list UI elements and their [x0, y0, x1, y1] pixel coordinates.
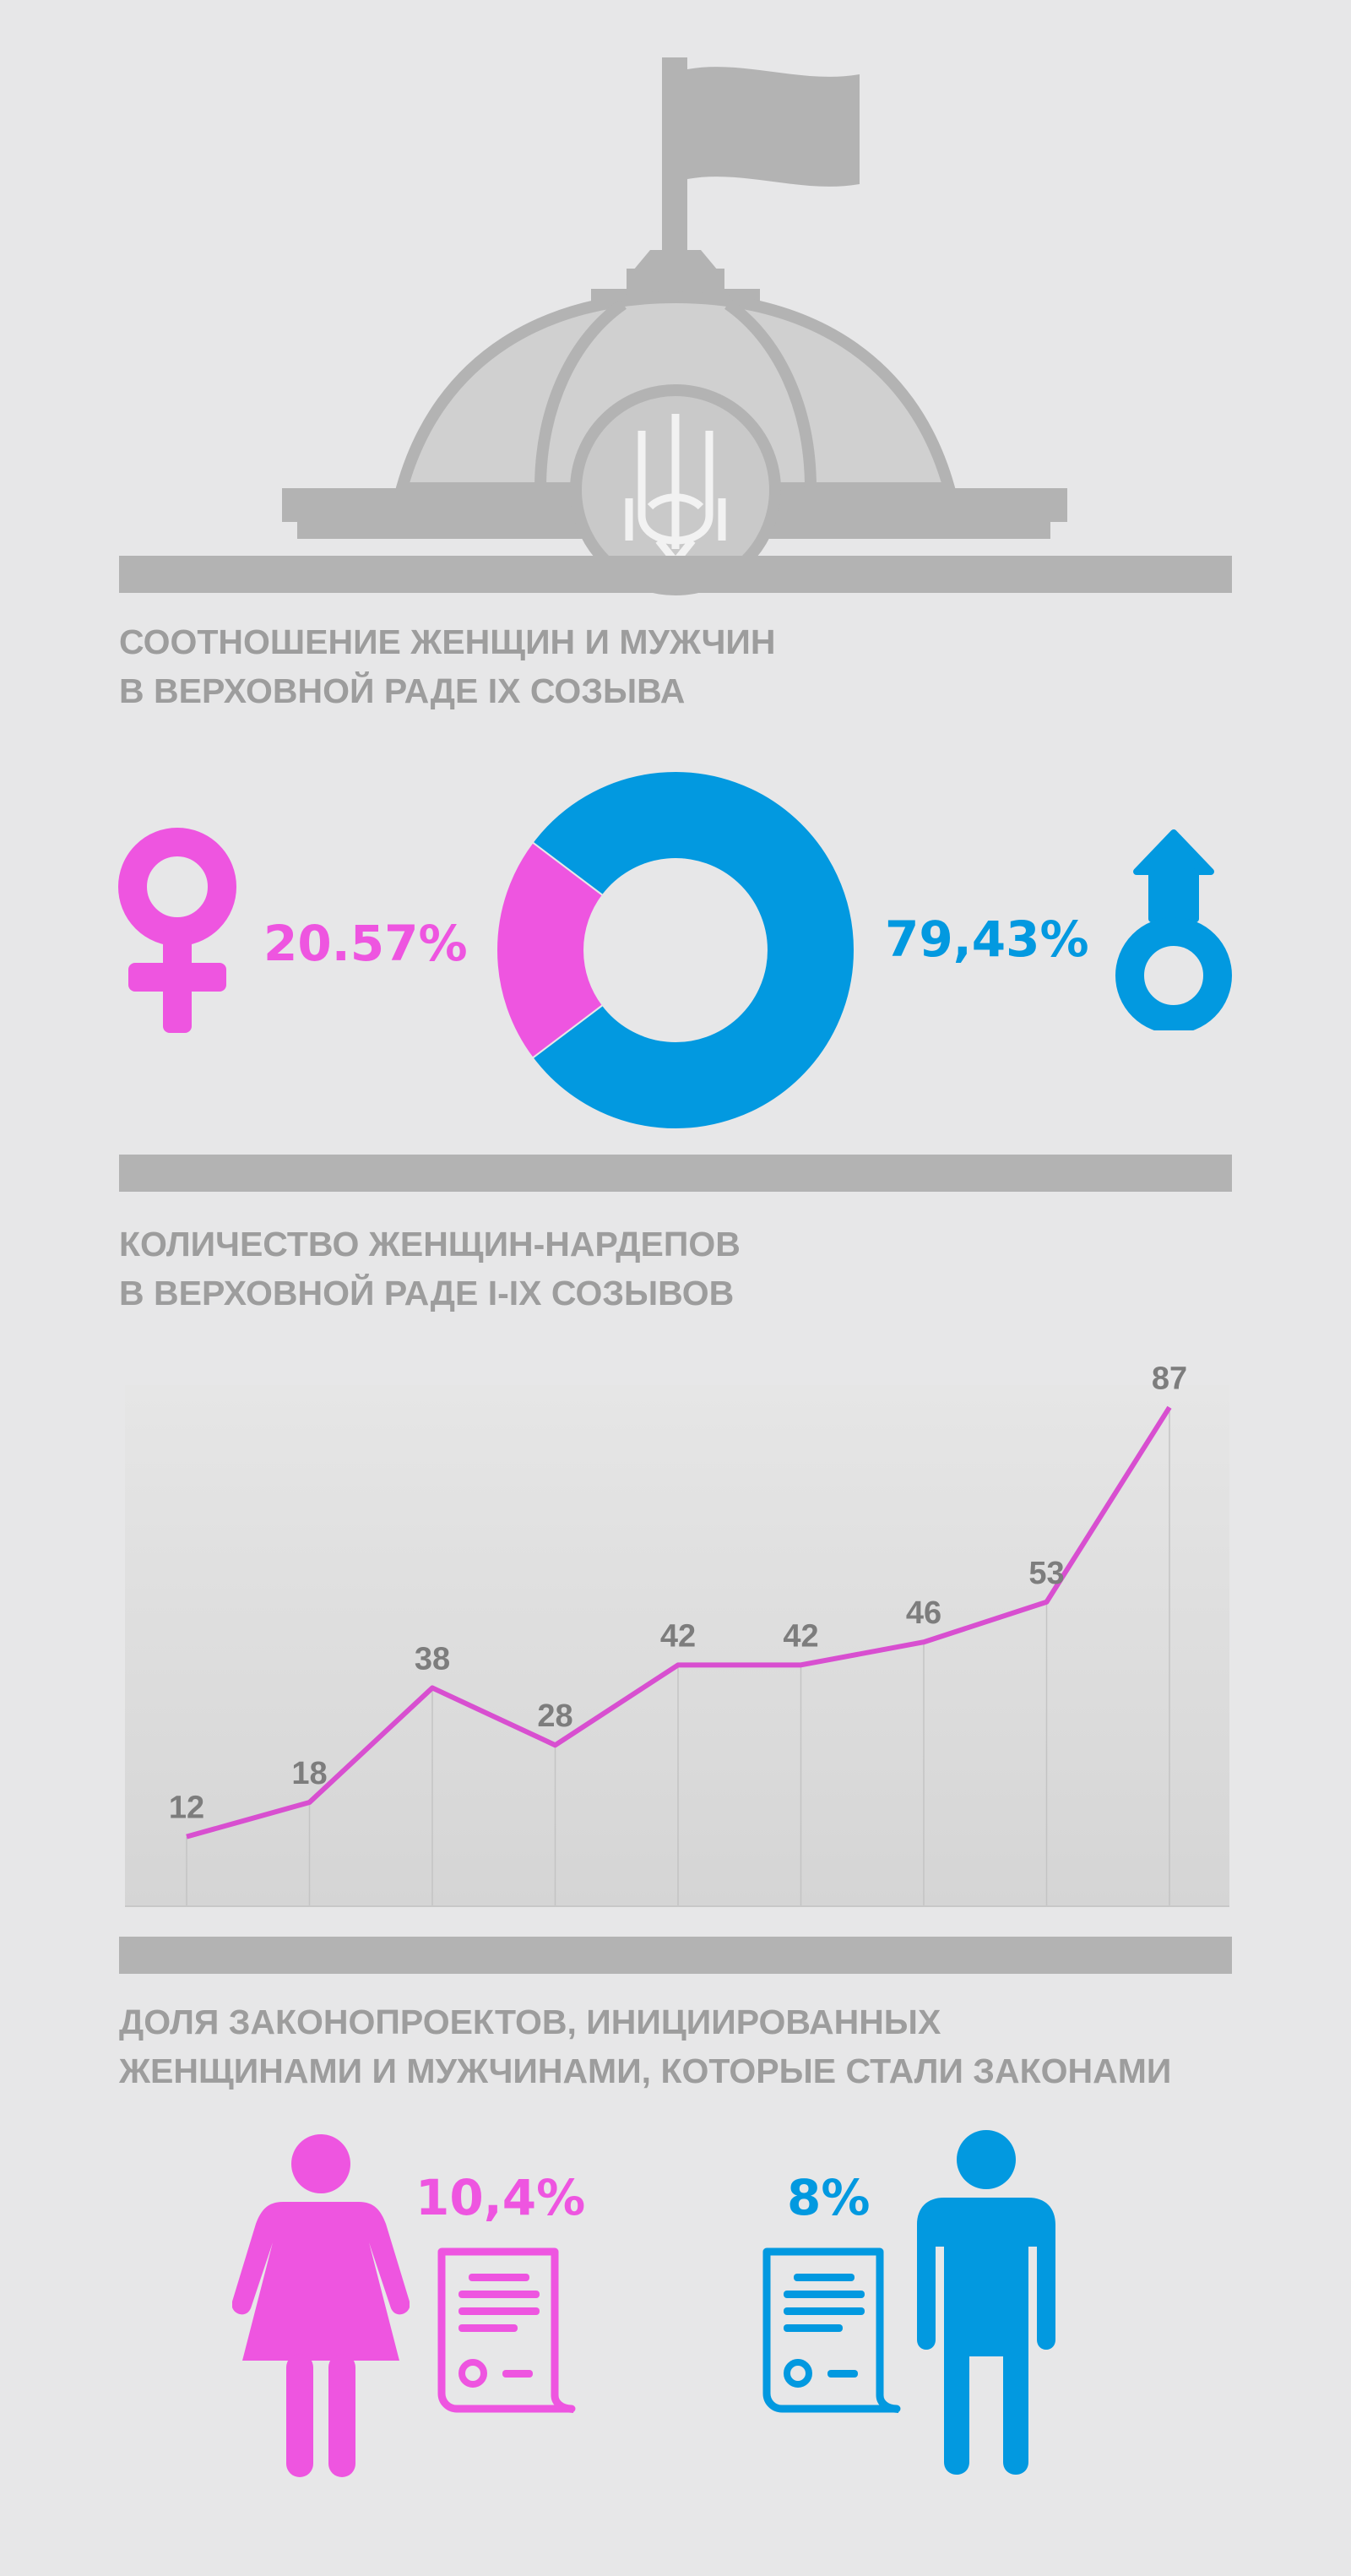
bills-title-line1: ДОЛЯ ЗАКОНОПРОЕКТОВ, ИНИЦИИРОВАННЫХ: [119, 2003, 941, 2041]
data-label: 28: [537, 1698, 572, 1734]
flag-pole: [662, 57, 687, 260]
ratio-title-line2: В ВЕРХОВНОЙ РАДЕ IX СОЗЫВА: [119, 671, 686, 710]
bills-section-title: ДОЛЯ ЗАКОНОПРОЕКТОВ, ИНИЦИИРОВАННЫХ ЖЕНЩ…: [119, 1997, 1301, 2095]
bills-title-line2: ЖЕНЩИНАМИ И МУЖЧИНАМИ, КОТОРЫЕ СТАЛИ ЗАК…: [119, 2052, 1172, 2090]
data-label: 46: [906, 1595, 941, 1631]
divider-1: [119, 556, 1232, 593]
divider-3: [119, 1937, 1232, 1974]
male-bills-percent: 8%: [787, 2169, 871, 2226]
document-icon: [437, 2247, 576, 2413]
parliament-dome-icon: [282, 57, 1067, 595]
data-label: 42: [783, 1618, 818, 1654]
series-line: [186, 1405, 1172, 1840]
data-label: 53: [1028, 1556, 1064, 1591]
flag: [687, 67, 860, 187]
data-label: 18: [291, 1756, 327, 1791]
trident-icon: [625, 414, 726, 566]
document-icon: [762, 2247, 901, 2413]
divider-2: [119, 1155, 1232, 1192]
man-icon: [917, 2130, 1055, 2475]
data-label: 12: [169, 1791, 204, 1826]
count-title-line2: В ВЕРХОВНОЙ РАДЕ I-IX СОЗЫВОВ: [119, 1274, 735, 1312]
pole-base: [633, 250, 718, 270]
count-title-line1: КОЛИЧЕСТВО ЖЕНЩИН-НАРДЕПОВ: [119, 1225, 741, 1264]
ratio-section-title: СООТНОШЕНИЕ ЖЕНЩИН И МУЖЧИН В ВЕРХОВНОЙ …: [119, 617, 1301, 715]
female-bills-percent: 10,4%: [415, 2169, 586, 2226]
male-percent: 79,43%: [885, 910, 1089, 968]
donut-slice-female: [496, 840, 605, 1060]
data-label: 87: [1152, 1361, 1187, 1396]
women-deputies-line-chart: 121838284242465387I созывII созывIII соз…: [125, 1361, 1229, 1907]
gender-donut-chart: [496, 770, 855, 1130]
venus-icon: [118, 828, 236, 1033]
data-label: 42: [660, 1618, 696, 1654]
woman-icon: [232, 2134, 410, 2477]
ratio-title-line1: СООТНОШЕНИЕ ЖЕНЩИН И МУЖЧИН: [119, 622, 776, 661]
donut-slice-male: [531, 770, 855, 1130]
data-label: 38: [415, 1641, 450, 1677]
mars-icon: [1115, 829, 1232, 1030]
female-percent: 20.57%: [263, 915, 468, 972]
count-section-title: КОЛИЧЕСТВО ЖЕНЩИН-НАРДЕПОВ В ВЕРХОВНОЙ Р…: [119, 1220, 1301, 1318]
